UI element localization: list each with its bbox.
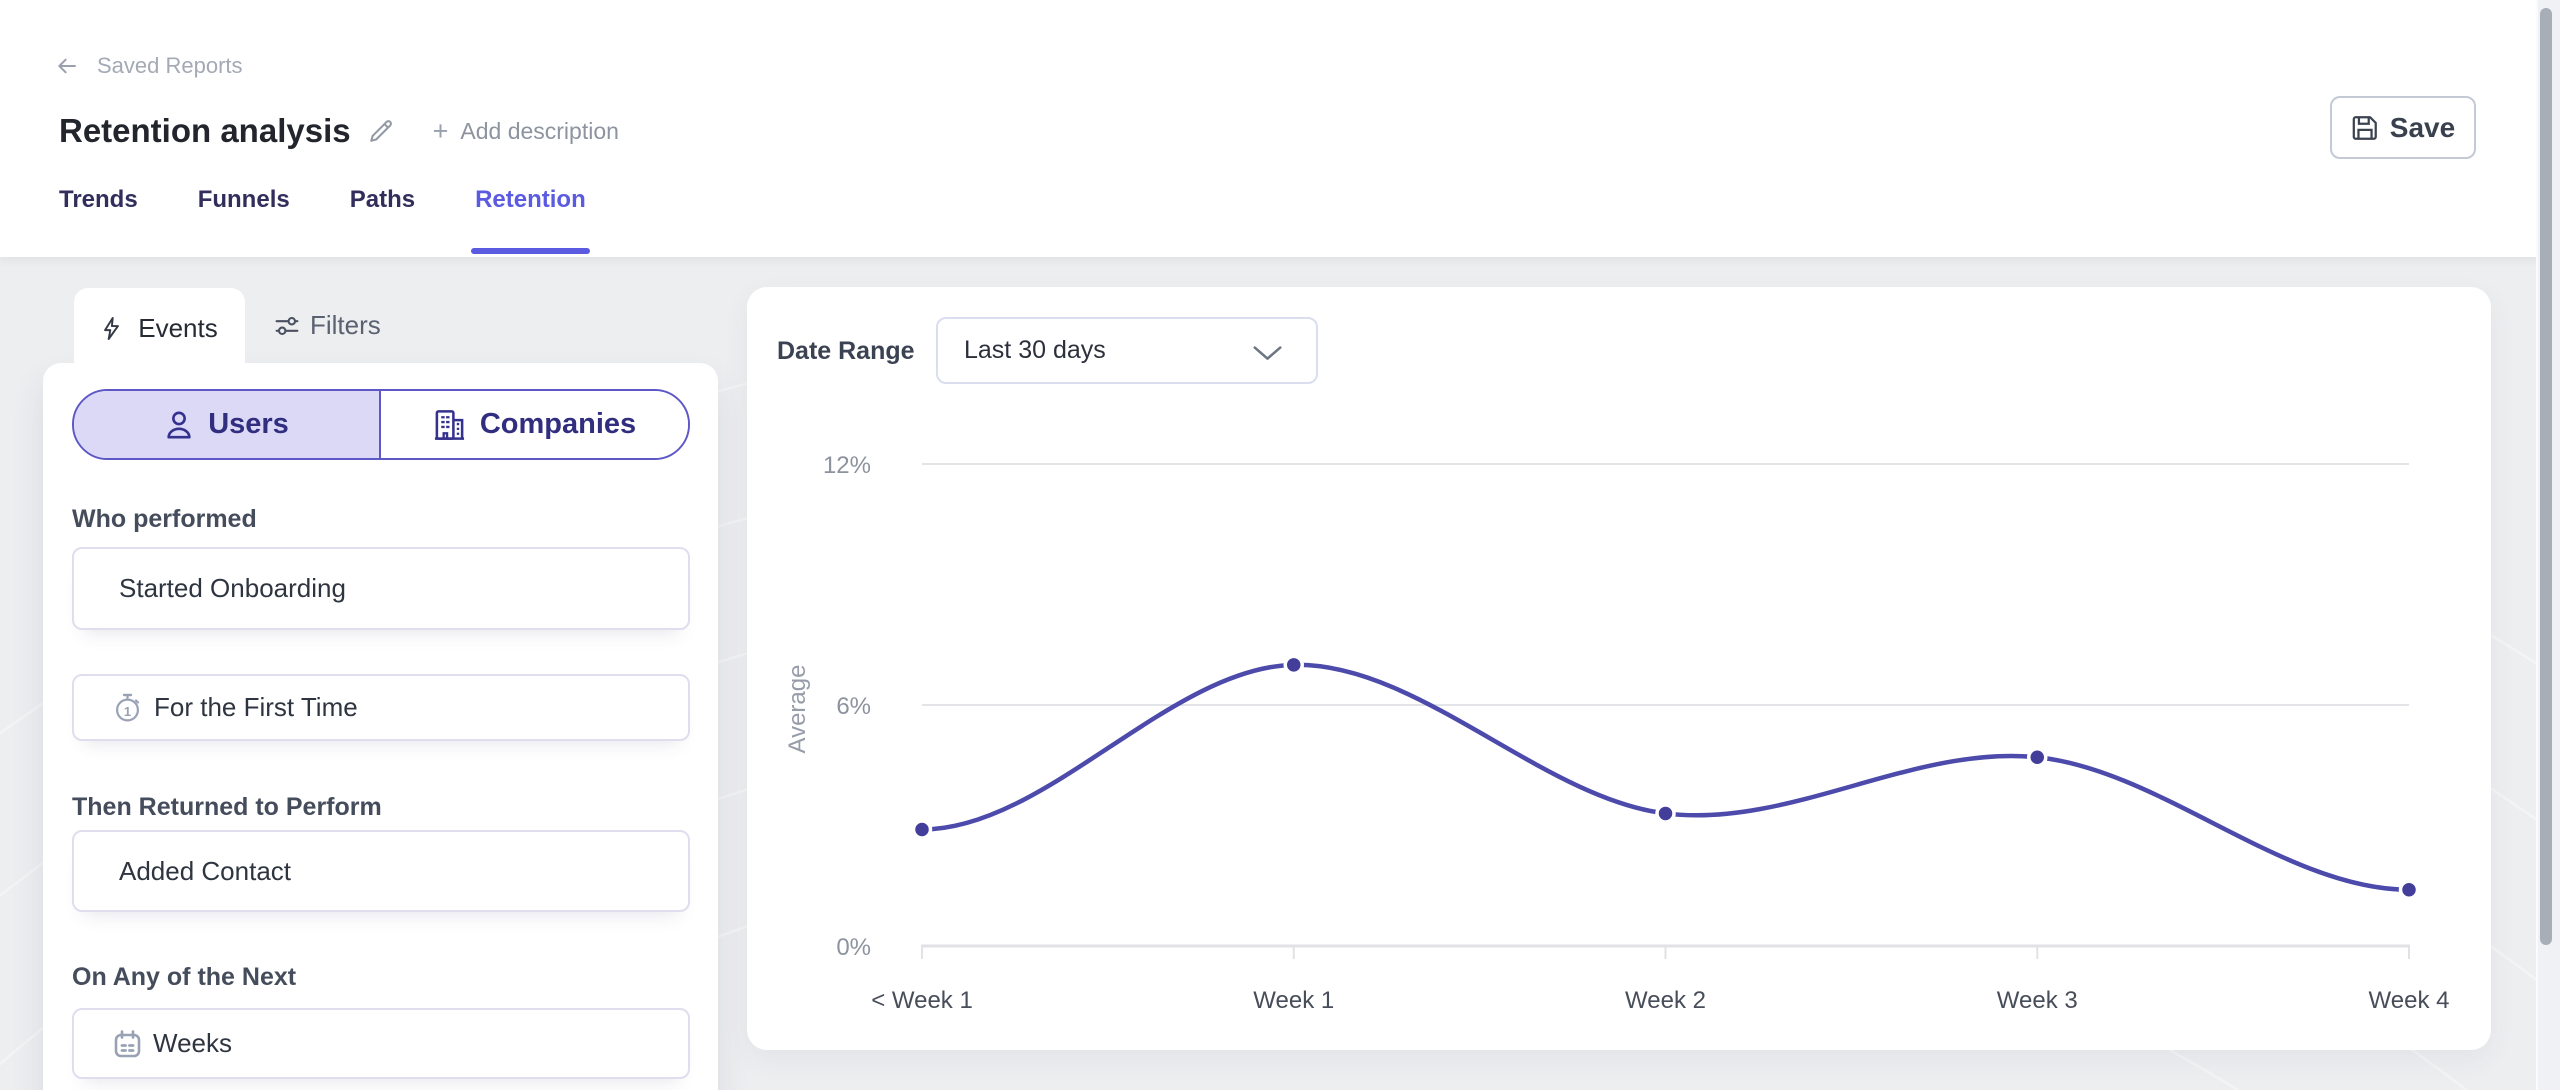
tab-retention[interactable]: Retention bbox=[471, 186, 590, 254]
tab-trends[interactable]: Trends bbox=[59, 186, 138, 213]
return-event-value: Added Contact bbox=[119, 855, 292, 886]
tab-events[interactable]: Events bbox=[74, 288, 245, 368]
stopwatch-icon: 1 bbox=[116, 693, 140, 721]
x-tick-label: < Week 1 bbox=[871, 987, 973, 1014]
y-axis-title: Average bbox=[784, 665, 811, 754]
page-title: Retention analysis bbox=[59, 112, 351, 149]
data-point[interactable] bbox=[1655, 803, 1676, 824]
grid-lines bbox=[922, 463, 2409, 706]
x-tick-label: Week 4 bbox=[2369, 987, 2450, 1014]
first-time-select[interactable]: 1 For the First Time bbox=[72, 674, 690, 741]
events-tab-label: Events bbox=[138, 312, 218, 343]
bolt-icon bbox=[104, 316, 120, 340]
svg-text:1: 1 bbox=[124, 704, 131, 719]
x-axis bbox=[921, 944, 2410, 959]
data-point[interactable] bbox=[1283, 654, 1304, 676]
save-label: Save bbox=[2389, 111, 2456, 143]
x-tick-label: Week 2 bbox=[1625, 987, 1706, 1014]
event-select-started-onboarding[interactable]: Started Onboarding bbox=[72, 547, 690, 630]
section-label-then-returned: Then Returned to Perform bbox=[72, 793, 382, 821]
tab-funnels[interactable]: Funnels bbox=[197, 186, 290, 213]
add-description-button[interactable]: + Add description bbox=[433, 118, 619, 145]
data-point[interactable] bbox=[2398, 879, 2420, 901]
event-select-added-contact[interactable]: Added Contact bbox=[72, 830, 690, 912]
events-panel: Users Companies Who performed Started On… bbox=[43, 363, 718, 1090]
user-icon bbox=[167, 411, 191, 438]
tab-paths[interactable]: Paths bbox=[349, 186, 416, 213]
toggle-companies[interactable]: Companies bbox=[381, 391, 688, 458]
save-button[interactable]: Save bbox=[2330, 96, 2476, 159]
section-label-on-any-next: On Any of the Next bbox=[72, 963, 297, 991]
chart-card: Date Range Last 30 days 0% 6% 12% < Week 1 W… bbox=[747, 287, 2491, 1050]
date-range-label: Date Range bbox=[777, 337, 915, 365]
date-range-select[interactable]: Last 30 days bbox=[936, 317, 1318, 384]
data-point[interactable] bbox=[911, 819, 933, 840]
add-description-label: Add description bbox=[460, 117, 619, 144]
scrollbar-thumb[interactable] bbox=[2540, 8, 2552, 945]
companies-label: Companies bbox=[479, 408, 637, 440]
data-point[interactable] bbox=[2027, 746, 2048, 768]
header: Saved Reports Retention analysis + Add d… bbox=[0, 0, 2560, 257]
plus-icon: + bbox=[432, 116, 449, 146]
filters-tab-label: Filters bbox=[310, 310, 381, 340]
sliders-icon bbox=[275, 316, 299, 335]
event-value: Started Onboarding bbox=[119, 573, 346, 603]
y-tick-label: 6% bbox=[836, 693, 871, 720]
chevron-down-icon bbox=[1253, 346, 1282, 360]
save-icon bbox=[2352, 115, 2377, 140]
date-range-value: Last 30 days bbox=[964, 336, 1106, 364]
entity-toggle: Users Companies bbox=[72, 389, 690, 460]
retention-line-chart: 0% 6% 12% < Week 1 Week 1 Week 2 Week 3 Week 4 A… bbox=[784, 452, 2449, 1014]
y-tick-label: 0% bbox=[836, 934, 871, 961]
toggle-users[interactable]: Users bbox=[74, 391, 381, 458]
retention-line bbox=[919, 662, 2412, 893]
period-value: Weeks bbox=[153, 1028, 232, 1058]
section-label-who-performed: Who performed bbox=[72, 505, 257, 533]
back-arrow-icon bbox=[58, 58, 76, 73]
axis-labels: 0% 6% 12% < Week 1 Week 1 Week 2 Week 3 Week 4 A… bbox=[784, 452, 2449, 1014]
back-label: Saved Reports bbox=[97, 52, 243, 78]
report-tabs: Trends Funnels Paths Retention bbox=[59, 186, 646, 254]
y-tick-label: 12% bbox=[823, 452, 871, 479]
calendar-icon bbox=[114, 1029, 141, 1057]
edit-title-icon[interactable] bbox=[368, 118, 394, 144]
back-link[interactable]: Saved Reports bbox=[57, 53, 243, 78]
x-tick-label: Week 3 bbox=[1997, 987, 2078, 1014]
first-time-value: For the First Time bbox=[154, 692, 358, 722]
period-select-weeks[interactable]: Weeks bbox=[72, 1008, 690, 1079]
tab-filters[interactable]: Filters bbox=[275, 288, 381, 363]
x-tick-label: Week 1 bbox=[1253, 987, 1334, 1014]
data-points bbox=[911, 654, 2420, 901]
users-label: Users bbox=[208, 408, 289, 440]
building-icon bbox=[434, 409, 464, 440]
